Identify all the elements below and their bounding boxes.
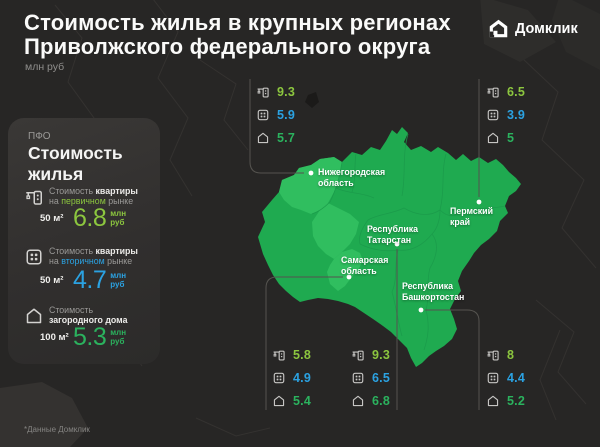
value-house: 5.3 (73, 323, 107, 351)
district-shape (258, 127, 521, 367)
house-icon (272, 394, 286, 408)
house-value: 5.7 (277, 130, 295, 145)
region-label-samarskaya: Самарская область (341, 255, 389, 276)
area-label: 50 м² (40, 275, 64, 286)
metric-house-value: 100 м² 5.3 млн руб (40, 323, 127, 351)
house-icon (256, 131, 270, 145)
metric-secondary-label: Стоимость квартиры на вторичном рынке (24, 246, 138, 267)
brand-name: Домклик (515, 20, 578, 37)
district-highlight-regions (279, 157, 363, 291)
domclick-house-icon (489, 19, 508, 38)
primary-value: 9.3 (277, 84, 295, 99)
primary-value: 5.8 (293, 347, 311, 362)
area-label: 50 м² (40, 213, 64, 224)
primary-value: 6.5 (507, 84, 525, 99)
secondary-value: 4.9 (293, 370, 311, 385)
region-dots (308, 170, 482, 313)
crane-icon (24, 187, 44, 207)
metric-primary-label: Стоимость квартиры на первичном рынке (24, 186, 138, 207)
metric-primary-value: 50 м² 6.8 млн руб (40, 204, 127, 232)
stats-bashkortostan: 8 4.4 5.2 (486, 347, 525, 416)
primary-value: 8 (507, 347, 515, 362)
metric-secondary-value: 50 м² 4.7 млн руб (40, 266, 127, 294)
title-line-2: Приволжского федерального округа (24, 34, 431, 59)
apartment-building-icon (272, 371, 286, 385)
region-label-nizhegorodskaya: Нижегородская область (318, 167, 386, 188)
crane-icon (272, 348, 286, 362)
panel-heading: Стоимость жилья (28, 143, 123, 184)
stats-samarskaya: 5.8 4.9 5.4 (272, 347, 311, 416)
secondary-value: 5.9 (277, 107, 295, 122)
stats-nizhegorodskaya: 9.3 5.9 5.7 (256, 84, 295, 153)
house-value: 5.4 (293, 393, 311, 408)
house-icon (351, 394, 365, 408)
house-value: 5 (507, 130, 515, 145)
house-icon (486, 131, 500, 145)
metric-house-label: Стоимость загородного дома (24, 305, 127, 326)
secondary-value: 4.4 (507, 370, 525, 385)
apartment-building-icon (486, 371, 500, 385)
value-primary: 6.8 (73, 204, 107, 232)
apartment-building-icon (351, 371, 365, 385)
region-label-bashkortostan: Республика Башкортостан (402, 281, 465, 302)
primary-value: 9.3 (372, 347, 390, 362)
apartment-building-icon (256, 108, 270, 122)
district-internal-borders (311, 133, 506, 351)
crane-icon (351, 348, 365, 362)
apartment-building-icon (24, 247, 44, 267)
data-source-note: *Данные Домклик (24, 425, 90, 434)
region-label-permsky: Пермский край (450, 206, 493, 227)
region-label-tatarstan: Республика Татарстан (367, 224, 419, 245)
stats-tatarstan: 9.3 6.5 6.8 (351, 347, 390, 416)
pfo-summary-panel: ПФО Стоимость жилья Стоимость квартиры н… (8, 118, 160, 364)
secondary-value: 6.5 (372, 370, 390, 385)
apartment-building-icon (486, 108, 500, 122)
crane-icon (486, 348, 500, 362)
stats-permsky: 6.5 3.9 5 (486, 84, 525, 153)
area-label: 100 м² (40, 332, 69, 343)
crane-icon (486, 85, 500, 99)
secondary-value: 3.9 (507, 107, 525, 122)
value-secondary: 4.7 (73, 266, 107, 294)
title-line-1: Стоимость жилья в крупных регионах (24, 10, 451, 35)
crane-icon (256, 85, 270, 99)
leader-lines (249, 79, 480, 410)
house-value: 6.8 (372, 393, 390, 408)
page-title: Стоимость жилья в крупных регионах Приво… (24, 11, 451, 59)
units-subtitle: млн руб (25, 61, 65, 73)
district-code: ПФО (28, 131, 51, 142)
house-icon (24, 306, 44, 326)
domclick-logo: Домклик (488, 18, 578, 39)
house-value: 5.2 (507, 393, 525, 408)
house-icon (486, 394, 500, 408)
